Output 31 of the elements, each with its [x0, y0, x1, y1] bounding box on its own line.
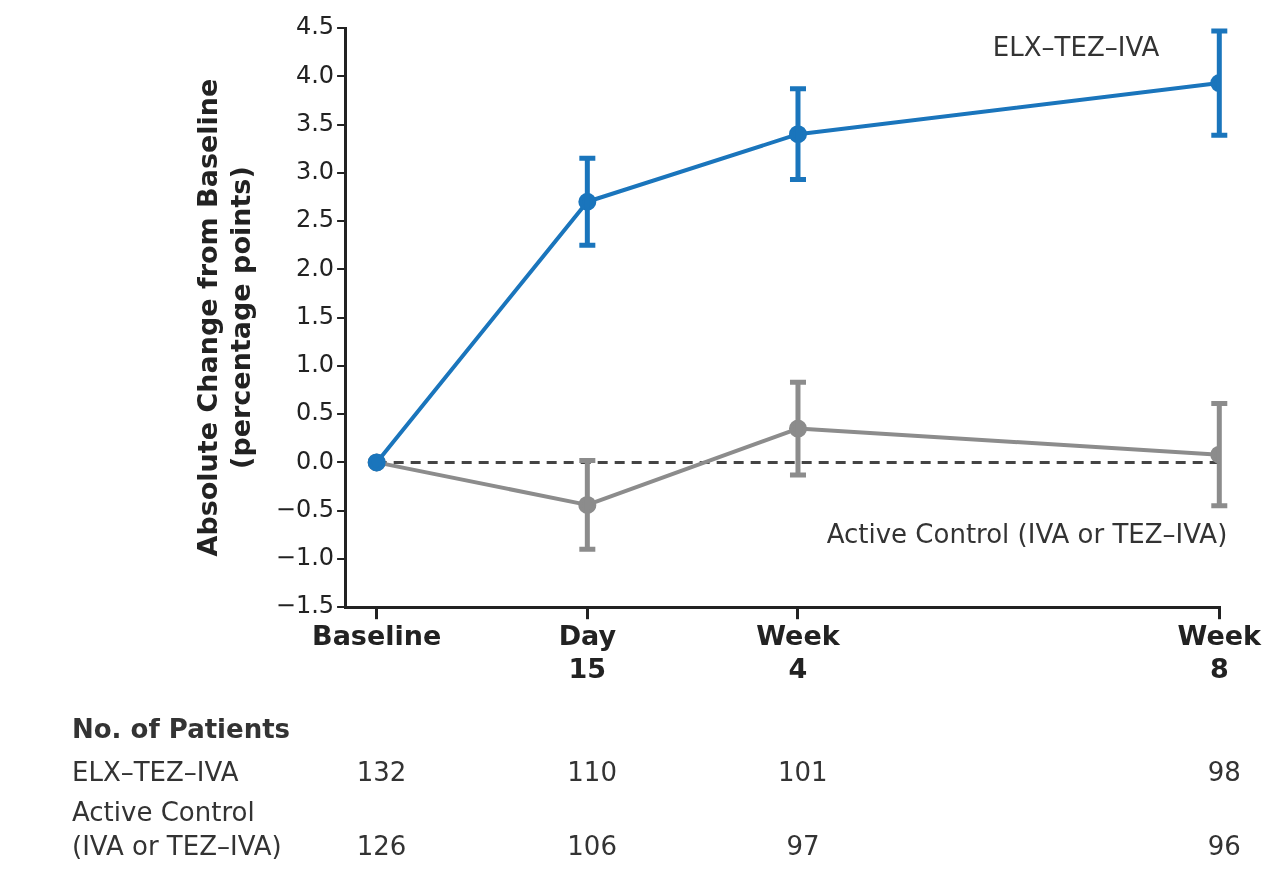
- y-tick-label: 4.0: [295, 60, 335, 89]
- y-tick-label: −1.0: [275, 543, 335, 572]
- text: ELX–TEZ–IVA: [72, 756, 239, 789]
- y-tick-label: −1.5: [275, 591, 335, 620]
- y-tick-label: 3.5: [295, 108, 335, 137]
- text: 110: [567, 756, 617, 789]
- text: 106: [567, 830, 617, 863]
- x-tick-label: Day 15: [558, 620, 617, 684]
- y-tick-label: 1.0: [295, 350, 335, 379]
- text: 96: [1207, 830, 1241, 863]
- text: 132: [356, 756, 407, 789]
- y-tick-label: −0.5: [275, 494, 335, 523]
- x-tick-label: Week 4: [756, 620, 841, 684]
- y-tick-label: 0.5: [295, 398, 335, 427]
- x-tick-label: Week 8: [1177, 620, 1263, 684]
- y-axis-title: Absolute Change from Baseline (percentage points): [192, 78, 256, 557]
- series-label: ELX–TEZ–IVA: [992, 31, 1160, 62]
- y-tick-label: 2.0: [295, 253, 335, 282]
- y-tick-label: 1.5: [295, 301, 335, 330]
- text: 126: [356, 830, 407, 863]
- text: 101: [777, 756, 828, 789]
- text: Active Control (IVA or TEZ–IVA): [72, 796, 282, 863]
- text: 97: [786, 830, 820, 863]
- text: No. of Patients: [72, 713, 291, 746]
- text: Active Control (IVA or TEZ–IVA): [826, 519, 1228, 550]
- y-tick-label: 2.5: [295, 205, 335, 234]
- y-tick-label: 0.0: [295, 446, 335, 475]
- y-tick-label: 3.0: [295, 157, 335, 186]
- text: 98: [1207, 756, 1241, 789]
- y-tick-label: 4.5: [295, 12, 335, 41]
- x-tick-label: Baseline: [312, 620, 442, 652]
